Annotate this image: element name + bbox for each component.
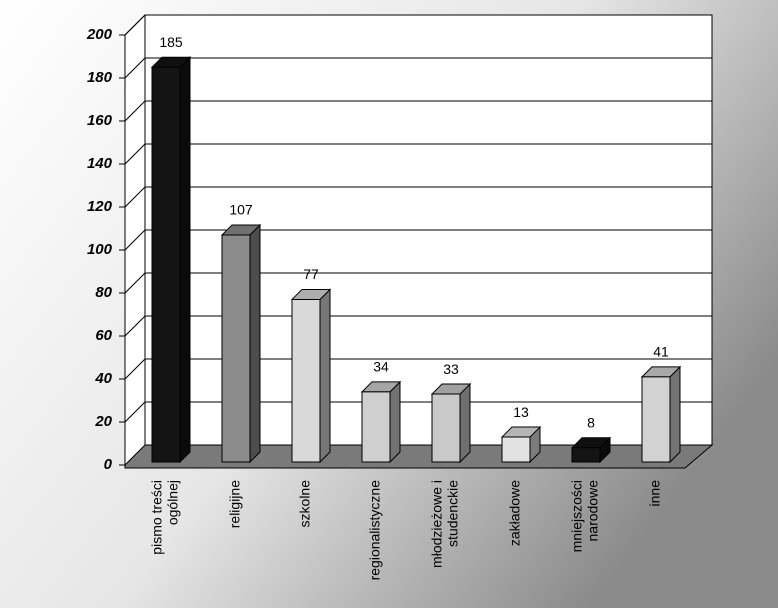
- grid-line: [124, 14, 712, 36]
- value-label: 107: [229, 202, 253, 218]
- bar-face: [459, 382, 471, 464]
- bar-face: [249, 223, 261, 464]
- bar-face: [389, 380, 401, 464]
- y-tick-label: 20: [94, 413, 112, 430]
- bar: [430, 382, 472, 464]
- x-tick-label: religijne: [227, 480, 243, 528]
- y-tick-label: 60: [95, 327, 112, 344]
- value-label: 77: [303, 266, 319, 282]
- y-tick-label: 40: [94, 370, 112, 387]
- bar-face: [669, 365, 681, 464]
- grid-line: [124, 358, 712, 380]
- value-label: 13: [513, 404, 529, 420]
- value-label: 33: [443, 361, 459, 377]
- x-tick-label: regionalistyczne: [367, 480, 383, 581]
- grid-line: [124, 229, 712, 251]
- y-tick-label: 0: [104, 456, 113, 473]
- grid-line: [124, 401, 712, 423]
- grid-line: [124, 315, 712, 337]
- bar-face: [221, 234, 251, 463]
- bar-face: [151, 66, 181, 463]
- bar-face: [361, 391, 391, 463]
- bar: [220, 223, 262, 464]
- x-tick-label: studenckie: [445, 480, 461, 547]
- bar-face: [431, 393, 461, 463]
- x-tick-label: młodzieżowe i: [429, 480, 445, 568]
- bar-face: [179, 56, 191, 464]
- value-label: 185: [159, 34, 183, 50]
- bar: [640, 365, 682, 464]
- bar-face: [291, 298, 321, 463]
- bar-face: [319, 288, 331, 464]
- grid-line: [124, 100, 712, 122]
- bar: [500, 425, 542, 464]
- x-tick-label: mniejszości: [569, 480, 585, 552]
- grid-line: [124, 143, 712, 165]
- y-tick-label: 140: [87, 155, 113, 172]
- x-tick-label: ogólnej: [165, 480, 181, 525]
- plot-floor: [124, 444, 714, 469]
- x-tick-label: szkolne: [297, 480, 313, 528]
- y-tick-label: 100: [87, 241, 113, 258]
- x-tick-label: pismo treści: [149, 480, 165, 555]
- grid-line: [124, 186, 712, 208]
- bar-face: [571, 447, 601, 463]
- x-tick-label: narodowe: [585, 480, 601, 542]
- x-tick-label: zakładowe: [507, 480, 523, 546]
- bar-face: [641, 376, 671, 463]
- value-label: 8: [587, 415, 595, 431]
- plot-back-wall: [124, 14, 713, 466]
- bar: [570, 436, 612, 464]
- grid-line: [124, 57, 712, 79]
- value-label: 41: [653, 344, 669, 360]
- y-tick-label: 120: [87, 198, 113, 215]
- value-label: 34: [373, 359, 389, 375]
- bar: [290, 288, 332, 464]
- y-tick-label: 160: [87, 112, 113, 129]
- y-tick-label: 200: [86, 26, 113, 43]
- bar-face: [501, 436, 531, 463]
- bar: [150, 56, 192, 464]
- x-tick-label: inne: [647, 480, 663, 507]
- grid-line: [124, 272, 712, 294]
- y-tick-label: 80: [95, 284, 112, 301]
- bar: [360, 380, 402, 464]
- y-tick-label: 180: [87, 69, 113, 86]
